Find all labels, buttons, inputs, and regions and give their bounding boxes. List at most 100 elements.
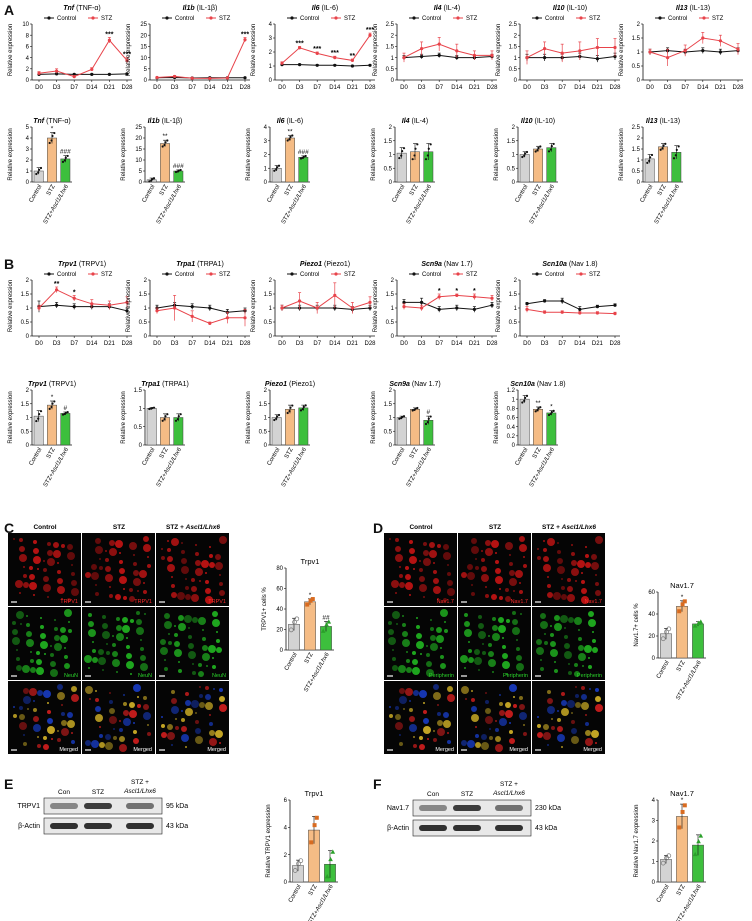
- replicate-point: [666, 853, 672, 859]
- tissue-signal: [216, 639, 220, 643]
- y-tick-label: 1: [264, 166, 268, 172]
- y-tick-label: 40: [648, 612, 655, 618]
- replicate-point: [414, 147, 417, 150]
- y-tick-label: 0.5: [139, 320, 148, 326]
- replicate-point: [692, 851, 698, 857]
- tissue-signal: [489, 728, 491, 730]
- tissue-signal: [67, 712, 73, 718]
- tissue-signal: [123, 710, 129, 716]
- tissue-signal: [406, 667, 412, 673]
- x-tick-label: D14: [697, 85, 709, 91]
- tissue-signal: [168, 641, 172, 645]
- series-line-stz: [403, 294, 493, 309]
- tissue-signal: [54, 627, 58, 631]
- tissue-signal: [433, 578, 439, 584]
- y-tick-label: 10: [135, 158, 142, 164]
- tissue-signal: [581, 588, 587, 594]
- tissue-signal: [129, 702, 135, 708]
- data-point: [125, 300, 129, 304]
- data-point: [225, 76, 229, 80]
- tissue-signal: [40, 641, 48, 649]
- tissue-signal: [485, 700, 489, 704]
- significance-mark: **: [54, 281, 60, 288]
- tissue-signal: [553, 592, 561, 600]
- tissue-signal: [395, 706, 399, 710]
- bar-control: [146, 408, 157, 446]
- tissue-signal: [185, 586, 189, 590]
- tissue-signal: [550, 633, 554, 637]
- tissue-signal: [50, 645, 52, 647]
- blot-band: [50, 803, 78, 809]
- tissue-signal: [88, 613, 92, 617]
- series-line-stz: [403, 43, 492, 59]
- tissue-signal: [91, 572, 99, 580]
- y-tick-label: 4: [26, 56, 30, 62]
- tissue-signal: [119, 560, 123, 564]
- x-tick-label: D28: [486, 85, 498, 91]
- tissue-signal: [67, 544, 73, 550]
- tissue-signal: [92, 641, 94, 643]
- legend-control-label: Control: [422, 272, 441, 278]
- tissue-signal: [129, 542, 137, 550]
- tissue-signal: [440, 663, 446, 669]
- replicate-point: [552, 409, 555, 412]
- replicate-point: [550, 410, 553, 414]
- tissue-signal: [215, 730, 223, 738]
- y-tick-label: 1: [652, 860, 656, 866]
- replicate-point: [48, 407, 51, 410]
- replicate-point: [677, 145, 680, 148]
- tissue-signal: [551, 726, 555, 730]
- tissue-signal: [505, 702, 511, 708]
- tissue-signal: [213, 688, 215, 690]
- tissue-signal: [505, 710, 513, 718]
- y-tick-label: 0.5: [21, 320, 30, 326]
- tissue-signal: [543, 732, 551, 740]
- x-tick-label: D21: [592, 341, 604, 347]
- tissue-signal: [140, 639, 142, 641]
- tissue-signal: [29, 688, 37, 696]
- tissue-signal: [171, 538, 179, 546]
- title-protein: (Nav 1.7): [410, 381, 441, 388]
- tissue-signal: [161, 716, 163, 718]
- y-axis-label: Relative expression: [246, 128, 252, 180]
- replicate-point: [521, 155, 524, 159]
- blot-band: [453, 825, 481, 831]
- x-group-label: Control: [29, 447, 44, 467]
- tissue-signal: [427, 738, 429, 740]
- data-point: [350, 306, 354, 310]
- tissue-signal: [413, 568, 415, 570]
- blot-lane-header: STZ: [461, 791, 473, 798]
- data-point: [350, 58, 354, 63]
- replicate-point: [174, 170, 178, 174]
- x-group-label: Control: [267, 184, 282, 204]
- channel-label: Peripherin: [577, 673, 602, 679]
- blot-band: [419, 805, 447, 811]
- legend-stz-marker: [456, 272, 460, 276]
- bar-stz: [160, 143, 170, 183]
- replicate-point: [650, 153, 654, 157]
- tissue-signal: [502, 661, 510, 669]
- y-tick-label: 1.5: [384, 139, 393, 145]
- b2-title: Trpa1 (TRPA1): [176, 261, 224, 268]
- tissue-signal: [143, 704, 149, 710]
- tissue-signal: [26, 631, 32, 637]
- x-tick-label: D7: [558, 341, 566, 347]
- y-tick-label: 8: [26, 33, 30, 39]
- replicate-point: [525, 394, 529, 397]
- y-tick-label: 1: [144, 306, 148, 312]
- tissue-signal: [595, 536, 603, 544]
- tissue-signal: [122, 617, 128, 623]
- tissue-signal: [171, 576, 173, 578]
- tissue-signal: [482, 651, 486, 655]
- x-group-label: Control: [656, 884, 671, 904]
- tissue-signal: [540, 621, 548, 629]
- tissue-signal: [20, 623, 22, 625]
- y-tick-label: 1: [269, 306, 273, 312]
- microscopy-column-header: Control: [33, 524, 56, 531]
- tissue-signal: [433, 570, 437, 574]
- data-point: [490, 53, 494, 57]
- tissue-signal: [29, 582, 37, 590]
- y-axis-label: Relative expression: [8, 391, 14, 443]
